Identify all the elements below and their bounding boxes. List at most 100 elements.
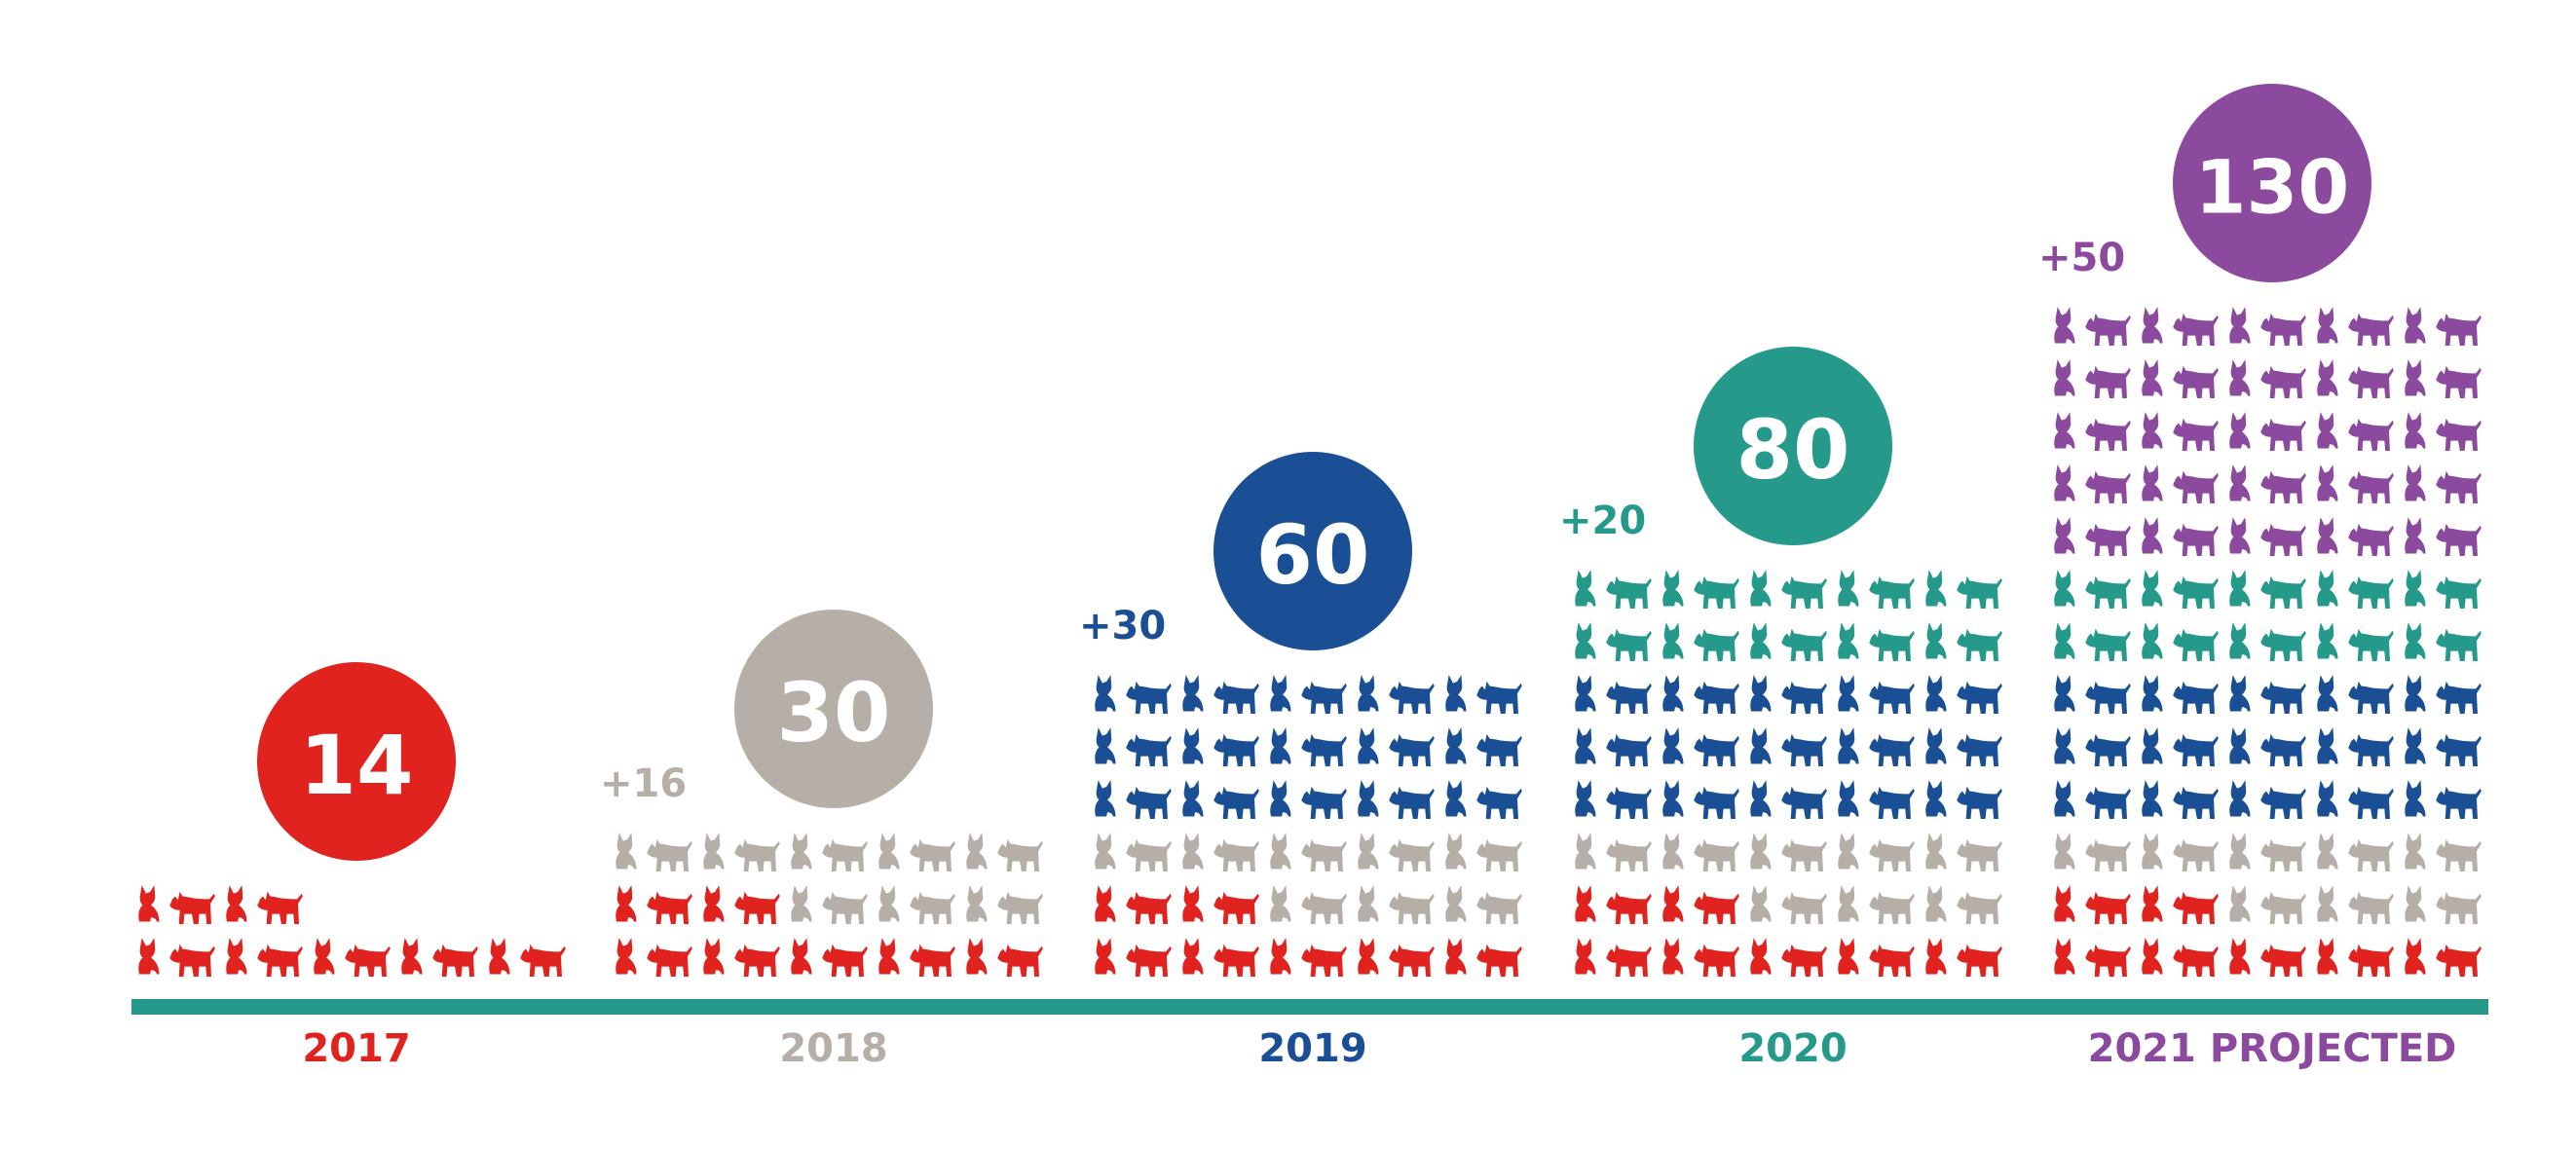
dog-icon: [734, 891, 780, 925]
dog-icon: [2436, 523, 2482, 557]
dog-icon: [1781, 944, 1827, 978]
dog-icon: [910, 944, 955, 978]
dog-icon: [1869, 944, 1915, 978]
cat-icon: [2054, 359, 2075, 396]
dog-icon: [1213, 838, 1259, 872]
dog-icon: [2348, 418, 2394, 452]
cat-icon: [2317, 307, 2338, 344]
dog-icon: [1301, 733, 1347, 767]
cat-icon: [2229, 675, 2251, 712]
cat-icon: [2229, 464, 2251, 501]
dog-icon: [2436, 733, 2482, 767]
cat-icon: [1095, 833, 1116, 870]
cat-icon: [1445, 885, 1467, 922]
cat-icon: [2229, 307, 2251, 344]
cat-icon: [1750, 938, 1772, 975]
dog-icon: [2085, 681, 2131, 715]
dog-icon: [1213, 786, 1259, 820]
cat-icon: [2405, 780, 2426, 817]
cat-icon: [2405, 833, 2426, 870]
cat-icon: [791, 833, 812, 870]
year-label: 2021 PROJECTED: [2088, 1026, 2457, 1071]
cat-icon: [1838, 938, 1859, 975]
cat-icon: [1270, 833, 1291, 870]
dog-icon: [2348, 575, 2394, 610]
cat-icon: [1662, 833, 1684, 870]
cat-icon: [1095, 675, 1116, 712]
dog-icon: [1957, 944, 2002, 978]
dog-icon: [2173, 891, 2219, 925]
cat-icon: [1445, 727, 1467, 764]
dog-icon: [1869, 786, 1915, 820]
cat-icon: [1662, 570, 1684, 607]
dog-icon: [2085, 575, 2131, 610]
dog-icon: [2085, 470, 2131, 504]
cat-icon: [703, 938, 725, 975]
cat-icon: [1095, 727, 1116, 764]
dog-icon: [2173, 365, 2219, 399]
cat-icon: [2054, 570, 2075, 607]
dog-icon: [1606, 681, 1652, 715]
cat-icon: [1750, 675, 1772, 712]
cat-icon: [1662, 885, 1684, 922]
dog-icon: [2348, 523, 2394, 557]
cat-icon: [2054, 885, 2075, 922]
dog-icon: [1126, 944, 1172, 978]
dog-icon: [1957, 575, 2002, 610]
dog-icon: [432, 944, 478, 978]
dog-icon: [2173, 470, 2219, 504]
cat-icon: [2054, 307, 2075, 344]
dog-icon: [997, 944, 1043, 978]
cat-icon: [1750, 780, 1772, 817]
cat-icon: [1445, 833, 1467, 870]
cat-icon: [1358, 885, 1379, 922]
dog-icon: [2260, 523, 2306, 557]
dog-icon: [647, 838, 692, 872]
year-label: 2017: [302, 1026, 410, 1071]
dog-icon: [1869, 628, 1915, 662]
dog-icon: [1694, 838, 1739, 872]
total-bubble: [2173, 84, 2371, 282]
dog-icon: [2085, 838, 2131, 872]
total-value-label: 80: [1736, 402, 1850, 498]
dog-icon: [1869, 891, 1915, 925]
cat-icon: [791, 885, 812, 922]
dog-icon: [1781, 575, 1827, 610]
cat-icon: [2054, 727, 2075, 764]
cat-icon: [1925, 885, 1947, 922]
dog-icon: [2260, 313, 2306, 347]
cat-icon: [1838, 570, 1859, 607]
year-label: 2020: [1738, 1026, 1847, 1071]
dog-icon: [2348, 786, 2394, 820]
dog-icon: [1869, 838, 1915, 872]
dog-icon: [2173, 681, 2219, 715]
dog-icon: [1606, 838, 1652, 872]
dog-icon: [1476, 891, 1522, 925]
dog-icon: [1213, 944, 1259, 978]
cat-icon: [2317, 675, 2338, 712]
dog-icon: [822, 944, 868, 978]
dog-icon: [2436, 944, 2482, 978]
total-bubble: [1213, 452, 1412, 650]
dog-icon: [1606, 733, 1652, 767]
cat-icon: [1095, 885, 1116, 922]
cat-icon: [1750, 570, 1772, 607]
dog-icon: [1957, 838, 2002, 872]
dog-icon: [1213, 891, 1259, 925]
cat-icon: [1838, 727, 1859, 764]
dog-icon: [2173, 786, 2219, 820]
dog-icon: [1389, 944, 1435, 978]
cat-icon: [1575, 938, 1596, 975]
cat-icon: [2142, 517, 2163, 554]
cat-icon: [1925, 780, 1947, 817]
dog-icon: [2085, 418, 2131, 452]
cat-icon: [2142, 833, 2163, 870]
dog-icon: [1126, 838, 1172, 872]
cat-icon: [2054, 675, 2075, 712]
dog-icon: [1957, 681, 2002, 715]
dog-icon: [1781, 628, 1827, 662]
cat-icon: [1838, 833, 1859, 870]
dog-icon: [2348, 313, 2394, 347]
total-value-label: 60: [1256, 507, 1370, 603]
